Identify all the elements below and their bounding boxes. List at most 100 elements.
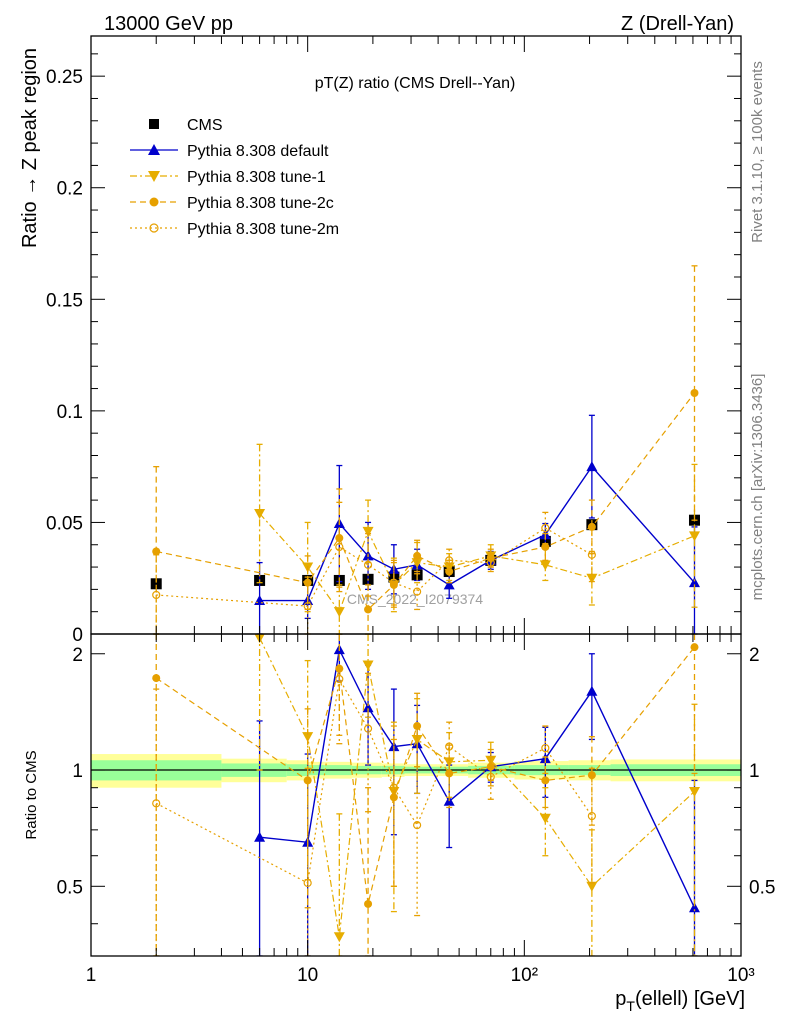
main-point [333,607,345,618]
main-y-tick-label: 0.05 [46,513,83,534]
legend-entry: Pythia 8.308 tune-2m [130,221,339,238]
main-point [254,509,266,520]
analysis-watermark: CMS_2022_I2079374 [347,591,483,607]
ratio-point [413,821,422,830]
legend-label: Pythia 8.308 tune-2m [187,221,339,238]
legend-entry: Pythia 8.308 default [130,143,329,160]
legend-marker [149,197,159,207]
ratio-point [541,743,550,753]
main-point [150,578,162,590]
main-series-0 [150,514,700,590]
ratio-point [389,783,398,792]
legend-marker [149,119,159,129]
main-point [152,547,161,556]
main-point [445,556,454,565]
main-point [152,590,161,600]
ratio-y-tick-label-right: 0.5 [749,877,775,898]
ratio-point [362,660,374,671]
ratio-point [586,685,598,696]
legend: CMS Pythia 8.308 default Pythia 8.308 tune… [130,117,339,238]
main-series-line [259,465,696,602]
main-series-3 [152,265,699,635]
x-axis-label: pT(ellell) [GeV] [615,988,745,1014]
ratio-point [303,878,312,888]
main-series-line [156,392,695,611]
ratio-point [688,902,700,913]
mcplots-label: mcplots.cern.ch [arXiv:1306.3436] [749,374,766,601]
axes-layer: 0 0.05 0.1 0.15 0.2 0.25 1 10 10² 10³ 0.5 0.5 1 1 2 2 [46,35,775,986]
x-tick-label: 1 [86,965,97,986]
legend-entry: Pythia 8.308 tune-1 [130,169,326,186]
main-series-4 [152,501,596,635]
main-point [690,389,699,398]
ratio-y-axis-label: Ratio to CMS [23,750,40,839]
main-point [587,522,596,531]
legend-entry: CMS [149,117,223,134]
main-point [688,577,700,588]
ratio-point [411,734,423,745]
main-point [303,602,312,611]
main-y-tick-label: 0.2 [57,179,83,200]
ratio-point [541,776,550,785]
ratio-frame [90,633,742,957]
ratio-series-line [155,677,593,884]
ratio-series-3 [152,634,596,956]
chart-title: pT(Z) ratio (CMS Drell--Yan) [315,75,516,92]
ratio-point [303,776,312,785]
main-point [389,578,398,587]
series-layer [150,265,700,956]
rivet-label: Rivet 3.1.10, ≥ 100k events [749,61,766,243]
ratio-point [587,811,596,821]
ratio-point [690,643,699,652]
legend-marker [148,171,160,182]
legend-marker [149,223,159,233]
x-tick-label: 10 [297,965,318,986]
legend-marker [148,144,160,155]
ratio-uncertainty-bands [91,754,741,788]
x-tick-label: 10³ [727,965,754,986]
ratio-y-tick-label: 1 [72,761,83,782]
main-point [486,558,495,567]
main-point [363,560,373,569]
header-left: 13000 GeV pp [104,13,233,35]
ratio-point [152,799,161,808]
ratio-point [254,831,266,842]
main-point [541,523,550,533]
legend-label: Pythia 8.308 default [187,143,329,160]
main-point [362,526,374,537]
ratio-point [486,762,495,771]
ratio-point [333,932,345,943]
main-point [443,579,455,590]
legend-label: CMS [187,117,223,134]
ratio-point [362,702,374,713]
legend-label: Pythia 8.308 tune-1 [187,169,326,186]
main-point [539,560,551,571]
ratio-point [335,674,344,684]
main-y-tick-label: 0.25 [46,67,83,88]
main-point [587,550,596,559]
main-y-tick-label: 0 [72,625,83,646]
main-point [364,605,373,614]
ratio-point [413,722,422,731]
ratio-series-2 [152,634,699,956]
ratio-point [539,813,551,824]
ratio-point [688,786,700,797]
ratio-y-tick-label-right: 2 [749,645,760,666]
ratio-y-tick-label-right: 1 [749,761,760,782]
x-tick-label: 10² [511,965,538,986]
main-y-tick-label: 0.1 [57,402,83,423]
ratio-point [335,664,344,673]
main-y-axis-label: Ratio → Z peak region [19,48,41,248]
ratio-point [486,772,495,781]
main-series-line [156,527,593,607]
main-point [586,461,598,472]
ratio-series-line [259,637,695,937]
legend-entry: Pythia 8.308 tune-2c [130,195,334,212]
legend-label: Pythia 8.308 tune-2c [187,195,334,212]
ratio-point [302,732,314,743]
main-point [413,587,422,596]
main-point [413,551,422,560]
ratio-point [364,899,373,908]
ratio-point [445,742,454,751]
